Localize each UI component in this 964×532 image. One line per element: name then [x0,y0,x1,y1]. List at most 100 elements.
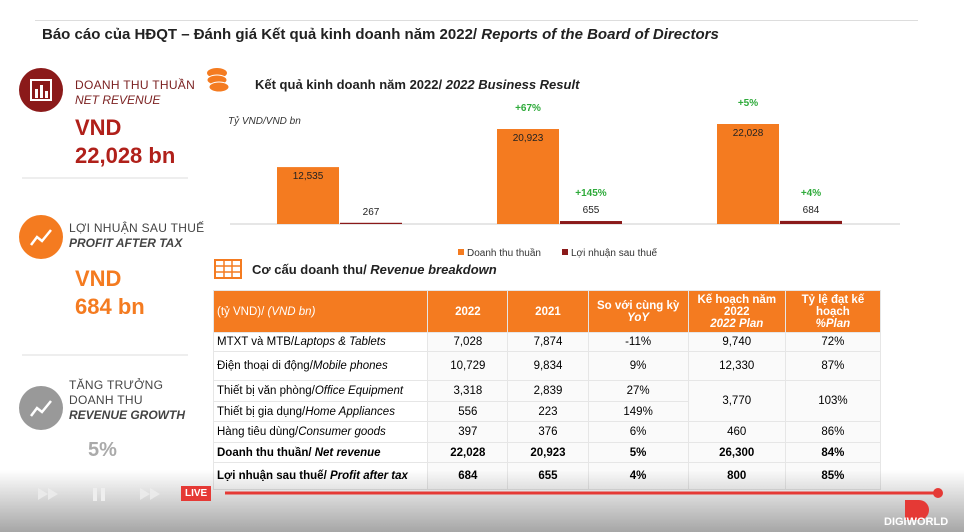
cell: 3,770 [687,380,786,422]
row-label-en: Home Appliances [305,405,395,418]
grid-icon [214,259,242,279]
side-value: 684 bn [75,294,145,319]
table-row: Hàng tiêu dùng/Consumer goods 397 376 6% 460… [212,421,882,443]
table-row: Doanh thu thuần/ Net revenue 22,028 20,923… [212,442,882,463]
header-cell: Kế hoạch năm 2022 2022 Plan [687,290,786,333]
cell: 397 [427,421,509,443]
side-label-en: NET REVENUE [75,93,161,107]
row-label: Điện thoại di động/Mobile phones [212,351,429,381]
sidebar-icons [19,68,188,430]
side-label: TĂNG TRƯỞNG DOANH THU [69,378,164,407]
cell: 22,028 [427,442,509,463]
data-label: 22,028 [733,128,764,139]
cell: 4% [587,462,689,490]
legend-swatch [562,249,568,255]
header-cell: Tỷ lệ đạt kế hoạch %Plan [784,290,882,333]
unit-label: Tỷ VND/VND bn [228,116,301,127]
cell: 103% [784,380,882,422]
table-row: Lợi nhuận sau thuế/ Profit after tax6846… [212,462,882,490]
side-value: 5% [88,439,117,461]
live-badge[interactable] [181,486,211,501]
legend-label: Doanh thu thuần [467,247,541,259]
logo: DIGIWORLD [884,516,949,528]
row-label-en: Laptops & Tablets [294,336,386,348]
title-en: Reports of the Board of Directors [481,26,719,43]
table-row: Thiết bị gia dụng/Home Appliances 556 223 1… [212,401,881,422]
chart: 12,535 20,923 +67% 22,028 +5% 267 655 +145% 684 +… [230,98,900,259]
cell: 87% [784,351,882,381]
cell: 3,318 [427,380,509,402]
row-label: Thiết bị gia dụng/Home Appliances [212,401,429,422]
header-text: %Plan [815,317,851,330]
header-text: 2022 [455,305,481,318]
row-label: Thiết bị văn phòng/Office Equipment [212,380,429,402]
row-label-vi: Điện thoại di động/ [217,360,313,372]
row-label: MTXT và MTB/Laptops & Tablets [212,332,429,352]
cell: 6% [587,421,689,443]
cell: 12,330 [687,351,786,381]
bar [277,167,339,224]
data-label: 684 [803,205,820,216]
top-rule [35,20,918,21]
bar [780,220,842,224]
row-label-en: Mobile phones [312,360,388,372]
cell: 556 [427,401,509,422]
row-label: Doanh thu thuần/ Net revenue [212,442,429,463]
chart-title-vi: Kết quả kinh doanh năm 2022/ [255,77,446,92]
header-text: (tỷ VND)/ [217,305,268,318]
cell: 149% [587,401,689,422]
chart-title: Kết quả kinh doanh năm 2022/ 2022 Busine… [255,77,579,92]
revenue-table: (tỷ VND)/ (VND bn) 2022 2021 So với cùng kỳ… [212,290,882,490]
row-label-en: Consumer goods [298,426,386,438]
cell: 9% [587,351,689,381]
header-row: (tỷ VND)/ (VND bn) 2022 2021 So với cùng kỳ… [212,290,882,333]
bar [717,124,779,224]
title-vi: Báo cáo của HĐQT – Đánh giá Kết quả kinh… [42,26,482,43]
cell: 7,028 [427,332,509,352]
header-cell: 2021 [507,290,589,333]
table-title-en: Revenue breakdown [370,262,497,277]
header-text: YoY [627,311,650,324]
bar [560,221,622,224]
side-unit: VND [75,115,122,140]
row-label-vi: MTXT và MTB/ [217,336,295,348]
header-text: hoạch [815,305,850,318]
cell: 223 [507,401,589,422]
cell: -11% [587,332,689,352]
legend-swatch [458,249,464,255]
bar [340,222,402,224]
cell: 9,740 [687,332,786,352]
cell: 5% [587,442,689,463]
cell: 27% [587,380,689,402]
cell: 10,729 [427,351,509,381]
cell: 684 [427,462,509,490]
header-text: (VND bn) [267,305,316,318]
side-label-en: REVENUE GROWTH [69,408,186,422]
row-label-vi: Doanh thu thuần/ [217,446,315,459]
data-label: 655 [583,205,600,216]
row-label: Hàng tiêu dùng/Consumer goods [212,421,429,443]
chart-title-en: 2022 Business Result [445,77,580,92]
cell: 2,839 [507,380,589,402]
cell: 9,834 [507,351,589,381]
table-row: MTXT và MTB/Laptops & Tablets 7,028 7,874-… [212,332,882,352]
header-text: 2021 [535,305,561,318]
cell: 376 [507,421,589,443]
growth-label: +4% [801,188,821,199]
cell: 84% [784,442,882,463]
header-text: Kế hoạch năm [697,293,777,306]
row-label-vi: Hàng tiêu dùng/ [217,426,299,438]
player-controls [38,486,943,520]
row-label-vi: Thiết bị gia dụng/ [217,405,306,418]
live-label[interactable]: LIVE [185,488,208,499]
legend-label: Lợi nhuận sau thuế [571,247,658,259]
table-title-vi: Cơ cấu doanh thu/ [252,262,371,277]
table-row: Điện thoại di động/Mobile phones 10,729 9,… [212,351,882,381]
cell: 26,300 [687,442,786,463]
header-cell: (tỷ VND)/ (VND bn) [212,290,429,333]
data-label: 20,923 [513,133,544,144]
table-row: Thiết bị văn phòng/Office Equipment 3,318… [212,380,882,422]
data-label: 267 [363,207,380,218]
cell: 86% [784,421,882,443]
